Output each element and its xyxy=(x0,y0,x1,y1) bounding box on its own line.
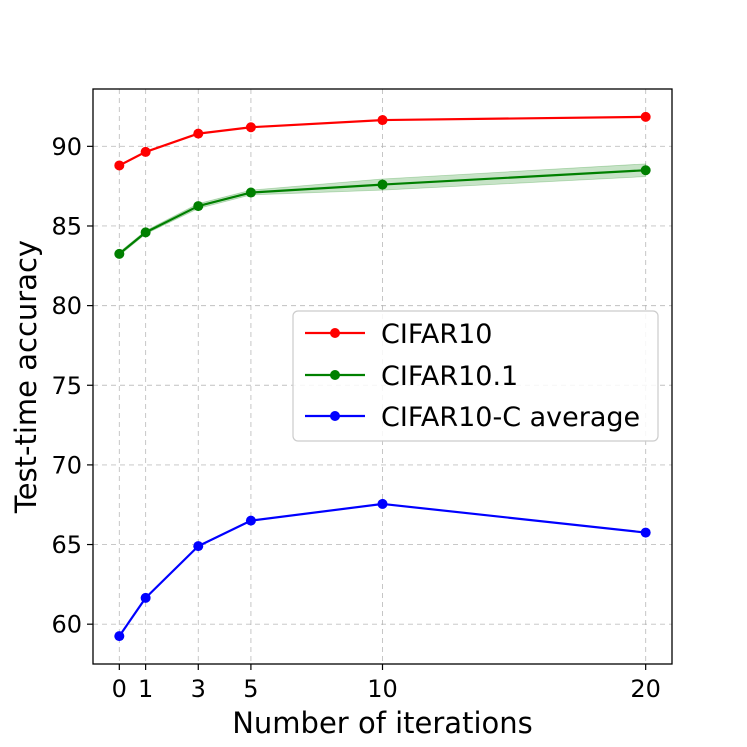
data-point-cifar10-c-average xyxy=(114,631,125,642)
legend-item-cifar10: CIFAR10 xyxy=(305,319,492,350)
data-point-cifar10 xyxy=(193,128,204,139)
data-point-cifar10-c-average xyxy=(140,592,151,603)
y-tick-label: 85 xyxy=(51,212,82,240)
series-lines xyxy=(114,111,651,642)
data-point-cifar10 xyxy=(245,122,256,133)
x-tick-label: 20 xyxy=(630,675,661,703)
series-line-cifar10-1 xyxy=(118,169,646,255)
data-point-cifar10-1 xyxy=(377,179,388,190)
x-tick-label: 0 xyxy=(112,675,127,703)
y-tick-label: 75 xyxy=(51,372,82,400)
y-axis-label: Test-time accuracy xyxy=(9,240,43,514)
legend-item-cifar10-c-average: CIFAR10-C average xyxy=(305,402,640,433)
data-point-cifar10-c-average xyxy=(377,498,388,509)
data-point-cifar10 xyxy=(640,111,651,122)
y-tick-label: 60 xyxy=(51,611,82,639)
data-point-cifar10-c-average xyxy=(245,515,256,526)
data-point-cifar10-1 xyxy=(640,165,651,176)
legend: CIFAR10 CIFAR10.1 CIFAR10-C average xyxy=(292,310,659,442)
data-point-cifar10-1 xyxy=(193,201,204,212)
x-tick-label: 1 xyxy=(138,675,153,703)
axis-ticks: 0 1 3 5 10 20 60 65 70 75 80 85 90 xyxy=(51,133,661,703)
y-tick-label: 70 xyxy=(51,451,82,479)
data-point-cifar10 xyxy=(140,146,151,157)
legend-marker-cifar10-1 xyxy=(330,370,340,380)
legend-item-cifar10-1: CIFAR10.1 xyxy=(305,361,518,392)
data-point-cifar10 xyxy=(377,115,388,126)
data-point-cifar10-c-average xyxy=(193,541,204,552)
legend-box xyxy=(292,310,659,442)
x-tick-label: 5 xyxy=(243,675,258,703)
y-tick-label: 80 xyxy=(51,292,82,320)
series-line-cifar10-c-average xyxy=(118,502,646,637)
x-tick-label: 10 xyxy=(367,675,398,703)
data-point-cifar10-c-average xyxy=(640,527,651,538)
x-tick-label: 3 xyxy=(191,675,206,703)
legend-label-cifar10: CIFAR10 xyxy=(381,319,492,350)
data-point-cifar10-1 xyxy=(245,187,256,198)
x-axis-label: Number of iterations xyxy=(232,706,533,740)
y-tick-label: 90 xyxy=(51,133,82,161)
data-point-cifar10 xyxy=(114,160,125,171)
legend-marker-cifar10 xyxy=(330,328,340,338)
y-tick-label: 65 xyxy=(51,531,82,559)
legend-label-cifar10-1: CIFAR10.1 xyxy=(381,361,518,392)
data-point-cifar10-1 xyxy=(140,227,151,238)
legend-marker-cifar10-c-average xyxy=(330,411,340,421)
data-point-cifar10-1 xyxy=(114,248,125,259)
legend-label-cifar10-c-average: CIFAR10-C average xyxy=(381,402,640,433)
